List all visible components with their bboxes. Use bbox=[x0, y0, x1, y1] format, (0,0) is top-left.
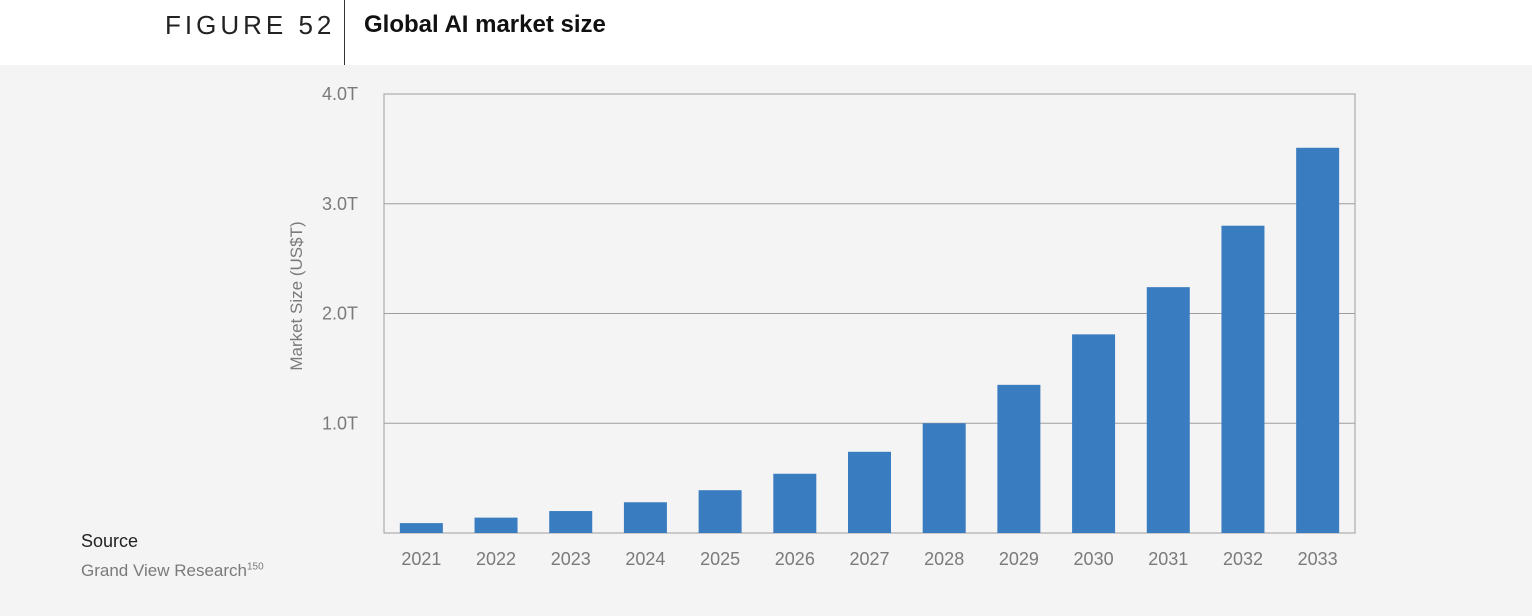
source-name: Grand View Research bbox=[81, 561, 247, 580]
x-tick-label: 2023 bbox=[551, 549, 591, 569]
bar-2025 bbox=[698, 490, 742, 533]
bar-2028 bbox=[922, 423, 966, 533]
chart-panel bbox=[0, 65, 1532, 616]
y-axis-title: Market Size (US$T) bbox=[287, 221, 306, 370]
x-tick-label: 2022 bbox=[476, 549, 516, 569]
source-label: Source bbox=[81, 531, 139, 551]
x-tick-label: 2029 bbox=[999, 549, 1039, 569]
bar-2029 bbox=[997, 384, 1041, 533]
x-tick-label: 2021 bbox=[401, 549, 441, 569]
y-tick-label: 3.0T bbox=[322, 194, 358, 214]
bar-2033 bbox=[1296, 147, 1340, 533]
x-tick-label: 2028 bbox=[924, 549, 964, 569]
bar-2027 bbox=[848, 451, 891, 533]
y-tick-label: 4.0T bbox=[322, 84, 358, 104]
figure-title: Global AI market size bbox=[364, 11, 606, 38]
x-tick-label: 2033 bbox=[1298, 549, 1338, 569]
x-tick-label: 2027 bbox=[849, 549, 889, 569]
bar-2030 bbox=[1072, 334, 1116, 533]
y-tick-label: 2.0T bbox=[322, 304, 358, 324]
bar-2023 bbox=[549, 511, 593, 533]
figure-number: FIGURE 52 bbox=[165, 10, 336, 40]
source-text: Grand View Research150 bbox=[81, 561, 264, 581]
bar-2024 bbox=[623, 502, 667, 533]
bar-2032 bbox=[1221, 225, 1265, 533]
x-tick-label: 2026 bbox=[775, 549, 815, 569]
x-tick-label: 2031 bbox=[1148, 549, 1188, 569]
x-tick-label: 2030 bbox=[1074, 549, 1114, 569]
x-tick-label: 2032 bbox=[1223, 549, 1263, 569]
bar-2022 bbox=[474, 517, 518, 533]
source-footnote: 150 bbox=[247, 561, 264, 573]
y-tick-label: 1.0T bbox=[322, 413, 358, 433]
bar-2031 bbox=[1146, 287, 1190, 533]
x-tick-label: 2024 bbox=[625, 549, 665, 569]
figure-header: FIGURE 52 Global AI market size bbox=[0, 0, 1532, 65]
header-divider bbox=[344, 0, 345, 65]
bar-2021 bbox=[399, 523, 443, 533]
x-tick-label: 2025 bbox=[700, 549, 740, 569]
bar-2026 bbox=[773, 473, 817, 533]
